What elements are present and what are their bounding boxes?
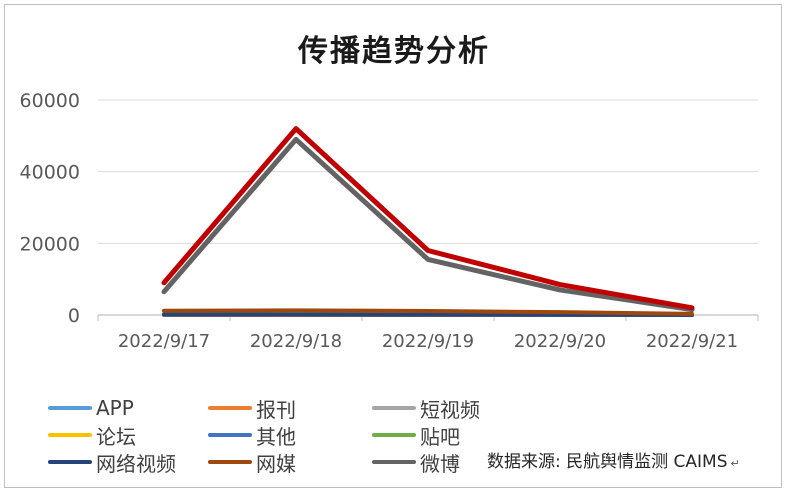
legend-swatch [48, 460, 92, 464]
data-source-text: 数据来源: 民航舆情监测 CAIMS [487, 452, 728, 472]
y-tick-label: 0 [68, 305, 80, 327]
legend-label: 网媒 [256, 451, 296, 476]
legend-item: 短视频 [372, 396, 480, 422]
x-axis-tick-labels: 2022/9/17 2022/9/18 2022/9/19 2022/9/20 2022… [118, 331, 738, 352]
y-axis-tick-labels: 0 20000 40000 60000 [20, 90, 80, 327]
legend-swatch [208, 433, 252, 437]
x-tick-label: 2022/9/17 [118, 331, 210, 352]
series-line-微博 [161, 136, 695, 313]
legend-item: 网络视频 [48, 450, 176, 476]
legend-label: 短视频 [420, 397, 480, 422]
legend-label: 其他 [256, 424, 296, 449]
chart-title: 传播趋势分析 [298, 34, 490, 69]
legend-label: 微博 [420, 451, 460, 476]
legend-item: 报刊 [208, 396, 296, 422]
legend-swatch [372, 433, 416, 437]
data-source-note: 数据来源: 民航舆情监测 CAIMS ↵ [487, 447, 740, 472]
series-lines [161, 126, 695, 317]
legend-swatch [208, 406, 252, 410]
x-tick-label: 2022/9/18 [250, 331, 342, 352]
legend-swatch [48, 433, 92, 437]
legend-label: 论坛 [96, 424, 136, 449]
return-mark: ↵ [730, 457, 740, 470]
x-tick-label: 2022/9/19 [382, 331, 474, 352]
legend-item: 论坛 [48, 423, 136, 449]
legend-item: 其他 [208, 423, 296, 449]
y-tick-label: 20000 [20, 233, 80, 255]
legend-label: 报刊 [256, 397, 296, 422]
legend-label: APP [96, 396, 134, 420]
legend-label: 网络视频 [96, 451, 176, 476]
legend-item: APP [48, 396, 134, 420]
legend-item: 贴吧 [372, 423, 460, 449]
legend-swatch [372, 406, 416, 410]
legend-swatch [208, 460, 252, 464]
y-tick-label: 40000 [20, 162, 80, 184]
legend-item: 网媒 [208, 450, 296, 476]
legend-item: 微博 [372, 450, 460, 476]
x-tick-label: 2022/9/21 [646, 331, 738, 352]
legend-swatch [372, 460, 416, 464]
grid-lines [98, 99, 758, 244]
x-tick-label: 2022/9/20 [514, 331, 606, 352]
legend-label: 贴吧 [420, 424, 460, 449]
series-line-网媒 [162, 308, 694, 316]
y-tick-label: 60000 [20, 90, 80, 112]
series-line-unnamed [161, 126, 695, 311]
legend-swatch [48, 406, 92, 410]
